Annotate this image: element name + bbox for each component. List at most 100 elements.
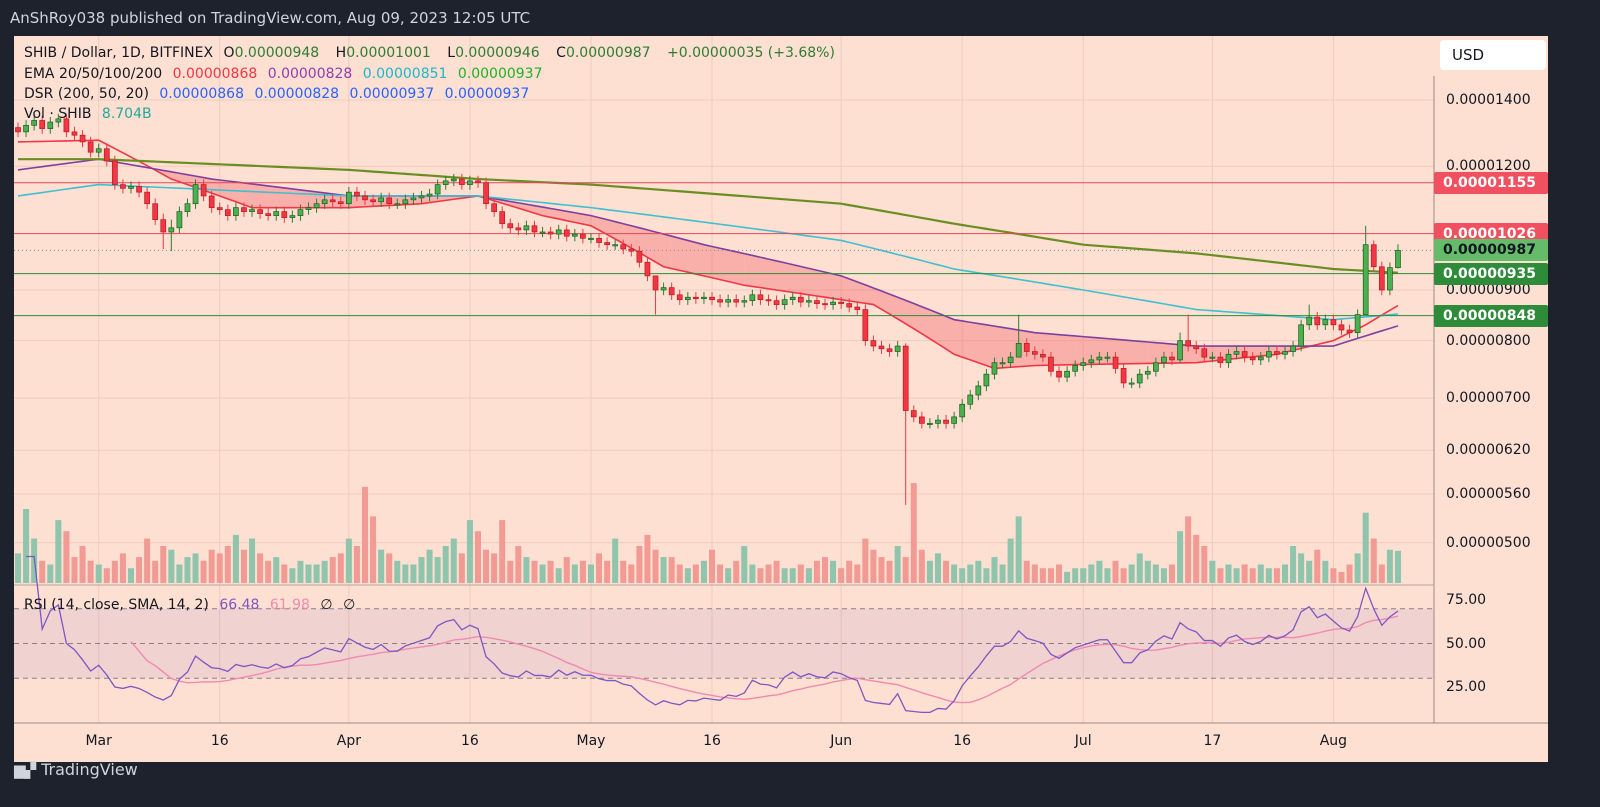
price-level-badge[interactable]: 0.00001155: [1434, 171, 1548, 194]
volume-bar: [1152, 564, 1159, 583]
volume-bar: [765, 564, 772, 583]
ema-cloud-fill: [905, 300, 914, 329]
candle-body: [144, 191, 150, 205]
candle-body: [168, 227, 175, 233]
candle-body: [935, 419, 941, 424]
volume-bar: [1144, 560, 1151, 583]
volume-bar: [910, 483, 917, 583]
candle-body: [660, 287, 667, 291]
candle: [257, 204, 263, 219]
candle: [765, 294, 772, 306]
candle-body: [1185, 340, 1192, 347]
dsr-label[interactable]: DSR (200, 50, 20): [24, 86, 149, 102]
ema-cloud-fill: [1083, 336, 1092, 365]
candle-body: [1322, 319, 1329, 326]
candle: [1314, 311, 1321, 331]
ema-cloud-fill: [187, 174, 196, 188]
candle-body: [386, 197, 393, 205]
candle-body: [418, 195, 425, 199]
ema100-value: 0.00000851: [362, 66, 448, 82]
volume-bar: [709, 549, 716, 583]
candle: [1225, 349, 1232, 368]
rsi-legend[interactable]: RSI (14, close, SMA, 14, 2) 66.48 61.98 …: [24, 597, 361, 613]
candle: [216, 202, 223, 215]
volume-bar: [176, 564, 183, 583]
candle-body: [588, 237, 594, 240]
candle: [846, 298, 853, 313]
ema-cloud-fill: [542, 207, 551, 218]
ema-cloud-fill: [163, 170, 172, 180]
volume-bar: [15, 553, 21, 583]
candle-body: [1128, 382, 1135, 385]
ema-label[interactable]: EMA 20/50/100/200: [24, 66, 163, 82]
candle: [111, 155, 118, 190]
ema-cloud-fill: [849, 278, 858, 303]
candle-body: [79, 134, 86, 143]
volume-bar: [934, 553, 941, 583]
time-tick-label: Jun: [830, 733, 853, 749]
ema-cloud-fill: [429, 195, 438, 203]
volume-bar: [184, 557, 191, 583]
candle-body: [1193, 345, 1200, 350]
currency-selector[interactable]: USD: [1440, 40, 1546, 70]
volume-label[interactable]: Vol · SHIB: [24, 106, 92, 122]
volume-bar: [846, 560, 853, 583]
time-tick-label: 16: [953, 733, 972, 749]
candle: [128, 181, 134, 194]
candle-body: [208, 195, 215, 208]
price-level-badge[interactable]: 0.00001026: [1434, 222, 1548, 245]
candle: [249, 204, 255, 217]
price-tick-label: 0.00000560: [1446, 486, 1531, 503]
ema-cloud-fill: [582, 214, 591, 226]
candle: [596, 233, 602, 248]
candle: [168, 219, 175, 252]
candle: [346, 187, 352, 209]
footer-brand[interactable]: ▆▞ TradingView: [14, 760, 138, 779]
candle: [394, 198, 401, 209]
candle-body: [402, 199, 409, 205]
candle-body: [1298, 324, 1304, 347]
volume-bar: [1241, 564, 1248, 583]
volume-bar: [499, 520, 506, 583]
dsr-value: 0.00000937: [444, 86, 530, 102]
ema-cloud-fill: [607, 219, 616, 239]
volume-bar: [127, 568, 134, 583]
candle-body: [539, 231, 546, 234]
candle-body: [1338, 324, 1345, 331]
dsr-legend[interactable]: DSR (200, 50, 20) 0.00000868 0.00000828 …: [24, 86, 535, 102]
candle-body: [596, 237, 602, 243]
volume-bar: [1281, 564, 1288, 583]
ema-cloud-fill: [1075, 335, 1084, 365]
symbol-name[interactable]: SHIB / Dollar, 1D, BITFINEX: [24, 45, 214, 61]
candle-body: [951, 416, 957, 424]
volume-bar: [579, 560, 586, 583]
candle-body: [693, 296, 699, 300]
candle: [1233, 346, 1240, 360]
volume-legend[interactable]: Vol · SHIB 8.704B: [24, 106, 158, 122]
candle-body: [1362, 244, 1369, 315]
volume-bar: [1314, 549, 1321, 583]
price-level-badge[interactable]: 0.00000987: [1434, 239, 1548, 262]
volume-bar: [1386, 549, 1393, 583]
candle: [434, 179, 441, 200]
candle-body: [120, 184, 126, 189]
candle: [1048, 351, 1054, 377]
ema-cloud-fill: [558, 209, 567, 221]
candle-body: [1015, 342, 1022, 358]
candle-body: [346, 191, 352, 205]
candle-body: [321, 199, 328, 205]
chart-panel[interactable]: [14, 36, 1548, 762]
price-level-badge[interactable]: 0.00000848: [1434, 304, 1548, 327]
candle-body: [1249, 356, 1256, 361]
volume-bar: [725, 568, 732, 583]
rsi-extra-value: ∅: [320, 597, 333, 613]
price-level-badge[interactable]: 0.00000935: [1434, 262, 1548, 285]
ema-legend[interactable]: EMA 20/50/100/200 0.00000868 0.00000828 …: [24, 66, 549, 82]
rsi-label[interactable]: RSI (14, close, SMA, 14, 2): [24, 597, 209, 613]
volume-bar: [313, 564, 320, 583]
ema-cloud-fill: [550, 208, 559, 219]
candle: [676, 289, 683, 305]
candle-body: [838, 301, 844, 304]
candle: [192, 179, 199, 209]
